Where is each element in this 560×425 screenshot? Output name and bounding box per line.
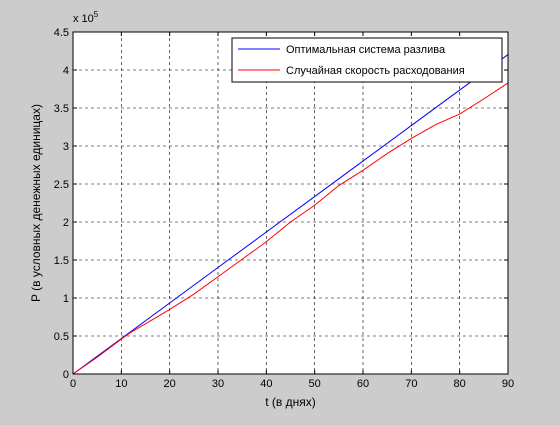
x-tick-label: 30 [212, 378, 224, 390]
y-tick-label: 2.5 [54, 179, 69, 191]
x-tick-label: 70 [405, 378, 417, 390]
y-axis-label: P (в условных денежных единицах) [29, 104, 43, 302]
y-tick-label: 3.5 [54, 103, 69, 115]
grid-lines [73, 32, 508, 374]
series-line-random [72, 82, 509, 375]
y-tick-label: 0.5 [54, 331, 69, 343]
legend-entry-optimal: Оптимальная система разлива [286, 44, 446, 56]
y-tick-label: 2 [63, 217, 69, 229]
y-tick-label: 1 [63, 293, 69, 305]
x-tick-label: 0 [70, 378, 76, 390]
series-layer [72, 54, 509, 375]
plot-frame [72, 31, 509, 375]
legend-box [231, 37, 503, 83]
axis-ticks: 0 10 20 30 40 50 60 70 80 90 0 0.5 1 1.5 2 2.5 3 3.5 4 4.5 [54, 27, 514, 390]
plot-area [73, 32, 508, 374]
y-tick-label: 4.5 [54, 27, 69, 39]
x-tick-label: 40 [260, 378, 272, 390]
y-tick-label: 0 [63, 369, 69, 381]
y-tick-label: 4 [63, 65, 69, 77]
y-exponent-label: x 105 [73, 10, 99, 25]
y-tick-label: 1.5 [54, 255, 69, 267]
series-line-optimal [72, 54, 509, 375]
legend-entry-random: Случайная скорость расходования [286, 65, 465, 77]
x-tick-label: 60 [357, 378, 369, 390]
x-tick-label: 10 [115, 378, 127, 390]
legend: Оптимальная система разлива Случайная ск… [231, 37, 503, 83]
x-tick-label: 90 [502, 378, 514, 390]
x-axis-label: t (в днях) [265, 395, 316, 409]
x-tick-label: 80 [454, 378, 466, 390]
x-tick-label: 50 [309, 378, 321, 390]
y-tick-label: 3 [63, 141, 69, 153]
x-tick-label: 20 [164, 378, 176, 390]
